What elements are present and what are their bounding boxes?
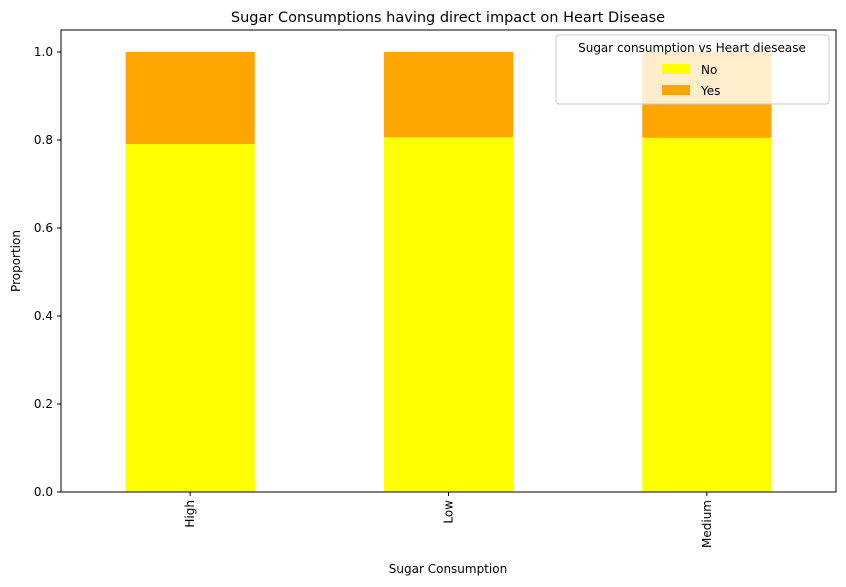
x-axis: High Low Medium — [183, 492, 714, 548]
bars-layer — [125, 52, 772, 493]
legend-items: No Yes — [662, 63, 720, 98]
legend-title: Sugar consumption vs Heart diesease — [578, 41, 806, 55]
x-axis-title: Sugar Consumption — [389, 562, 507, 576]
y-tick-label: 0.0 — [34, 485, 53, 499]
legend-label-no: No — [701, 63, 717, 77]
bar-low-yes — [383, 52, 514, 138]
y-axis: 0.0 0.2 0.4 0.6 0.8 1.0 — [34, 45, 61, 499]
bar-high-no — [125, 143, 255, 492]
legend-box — [555, 34, 830, 105]
y-tick-label: 1.0 — [34, 45, 53, 59]
y-tick-label: 0.4 — [34, 309, 53, 323]
legend-label-yes: Yes — [700, 84, 720, 98]
y-tick-label: 0.2 — [34, 397, 53, 411]
bar-medium-no — [642, 137, 772, 493]
y-tick-label: 0.6 — [34, 221, 53, 235]
x-tick-label: Low — [442, 500, 456, 524]
bar-high-yes — [125, 52, 255, 144]
legend-swatch-yes — [662, 85, 690, 95]
legend: Sugar consumption vs Heart diesease No Ye… — [555, 34, 830, 105]
y-tick-label: 0.8 — [34, 133, 53, 147]
chart-title: Sugar Consumptions having direct impact … — [231, 10, 665, 26]
x-tick-label: High — [183, 500, 197, 528]
legend-swatch-no — [662, 64, 690, 74]
bar-low-no — [383, 137, 514, 493]
x-tick-label: Medium — [700, 500, 714, 548]
y-axis-title: Proportion — [9, 230, 23, 292]
